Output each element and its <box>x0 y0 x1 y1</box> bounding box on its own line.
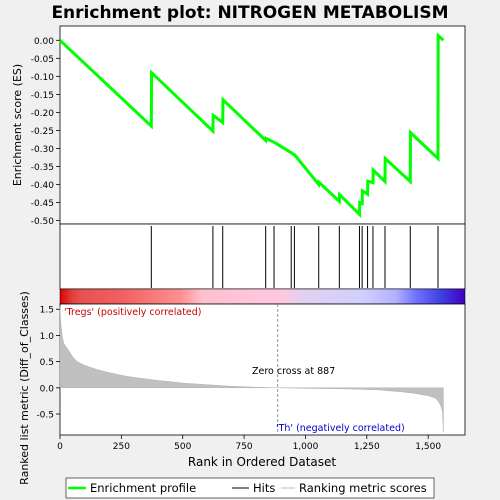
metric-y-axis-label: Ranked list metric (Diff_of_Classes) <box>18 291 31 485</box>
es-y-tick-label: -0.30 <box>31 145 55 155</box>
legend <box>65 477 435 499</box>
es-plot-area <box>59 25 466 225</box>
metric-x-tick-label: 750 <box>235 442 252 452</box>
metric-y-tick-label: 1.5 <box>40 306 54 316</box>
metric-x-tick-label: 1,500 <box>415 442 441 452</box>
es-y-tick-label: -0.50 <box>31 217 55 227</box>
enrichment-profile-line <box>58 32 445 218</box>
metric-y-tick-label: 0.0 <box>40 384 55 394</box>
positive-correlation-label: 'Tregs' (positively correlated) <box>64 307 202 318</box>
metric-y-axis: 1.5 1.0 0.5 0.0 -0.5 <box>36 306 60 421</box>
metric-x-tick-label: 0 <box>57 442 63 452</box>
metric-x-tick-label: 500 <box>174 442 191 452</box>
legend-items: Enrichment profile Hits Ranking metric sco… <box>68 481 427 495</box>
hits-markers <box>150 226 439 288</box>
es-y-tick-label: -0.35 <box>31 163 54 173</box>
ranking-color-bar <box>59 288 466 305</box>
legend-label: Ranking metric scores <box>299 481 427 495</box>
es-y-tick-label: -0.45 <box>31 199 54 209</box>
negative-correlation-label: 'Th' (negatively correlated) <box>276 423 405 434</box>
zero-cross-label: Zero cross at 887 <box>252 366 335 377</box>
legend-label: Hits <box>253 481 275 495</box>
metric-y-tick-label: 1.0 <box>40 332 55 342</box>
metric-x-tick-label: 1,000 <box>293 442 319 452</box>
es-y-tick-label: -0.40 <box>31 181 55 191</box>
hits-plot-area <box>59 223 466 290</box>
es-y-tick-label: -0.20 <box>31 109 55 119</box>
es-y-axis-label: Enrichment score (ES) <box>11 64 24 186</box>
metric-y-tick-label: -0.5 <box>36 411 54 421</box>
es-y-axis: 0.00 -0.05 -0.10 -0.15 -0.20 -0.25 -0.30 -0.35 -… <box>31 37 60 227</box>
metric-x-axis-label: Rank in Ordered Dataset <box>188 455 336 469</box>
metric-y-tick-label: 0.5 <box>40 358 54 368</box>
legend-label: Enrichment profile <box>90 481 196 495</box>
metric-plot-area <box>59 303 466 436</box>
metric-x-tick-label: 250 <box>113 442 130 452</box>
es-y-tick-label: -0.15 <box>31 91 54 101</box>
es-y-tick-label: -0.05 <box>31 55 54 65</box>
es-y-tick-label: -0.10 <box>31 73 55 83</box>
es-y-tick-label: -0.25 <box>31 127 54 137</box>
es-y-tick-label: 0.00 <box>34 37 54 47</box>
ranking-metric-area <box>59 306 444 433</box>
metric-x-tick-label: 1,250 <box>354 442 380 452</box>
metric-x-axis: 0 250 500 750 1,000 1,250 1,500 <box>57 435 441 452</box>
chart-title: Enrichment plot: NITROGEN METABOLISM <box>51 3 448 23</box>
